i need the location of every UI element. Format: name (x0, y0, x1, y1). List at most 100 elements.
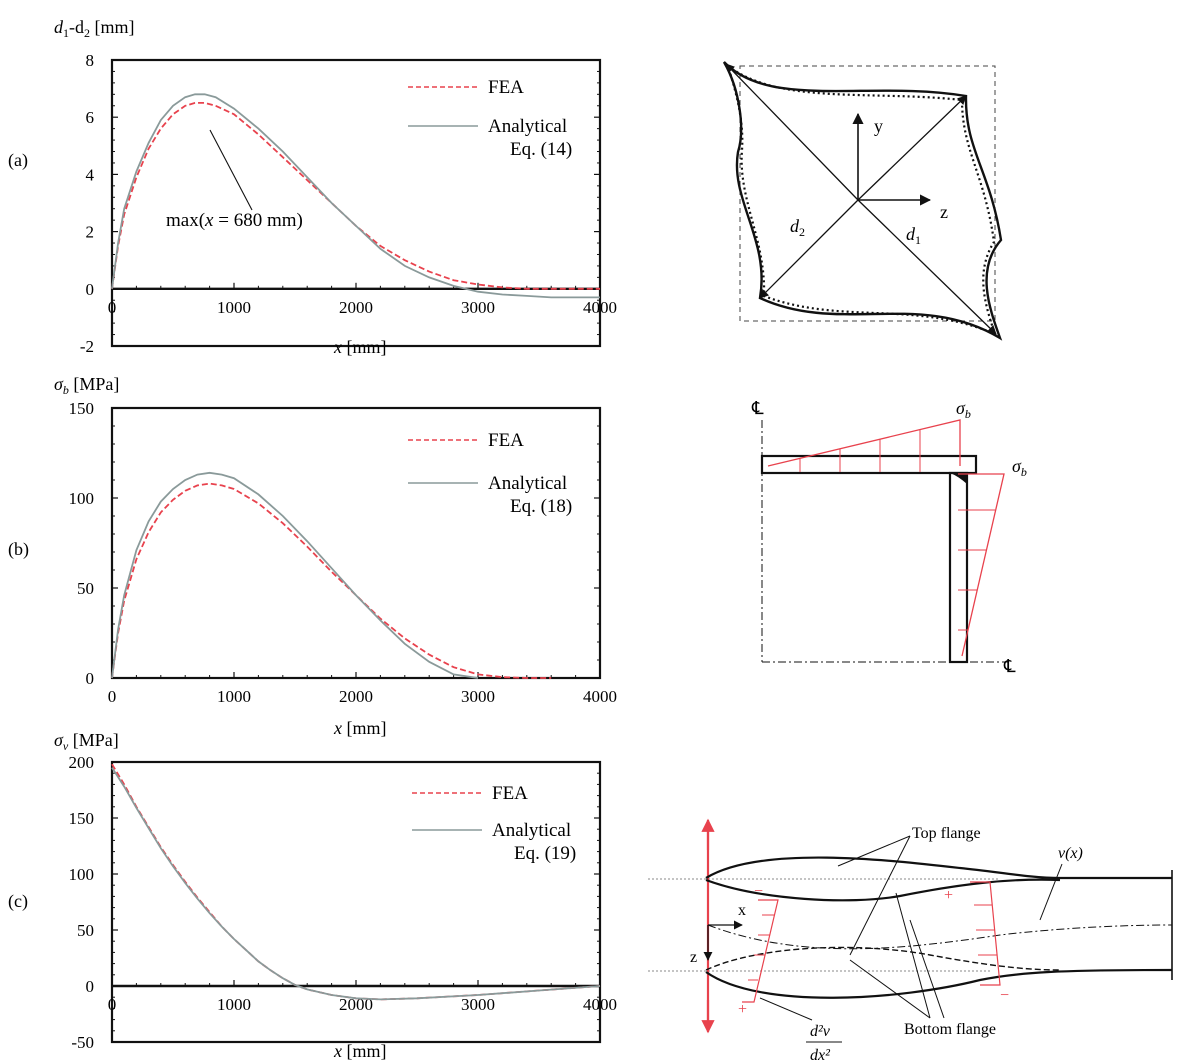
top-flange-upper (705, 856, 1172, 880)
x-tick-label: 3000 (461, 298, 495, 317)
axis-y-label: y (874, 116, 883, 136)
x-tick-label: 4000 (583, 687, 617, 706)
chart-panel-a: 0 1000 2000 3000 4000 -2 0 2 4 6 8 (80, 51, 617, 356)
y-tick-label: 100 (69, 865, 95, 884)
legend-fea-label-a: FEA (488, 77, 524, 98)
xlabel-c: x [mm] (333, 1041, 387, 1061)
top-flange-lower (705, 878, 1061, 902)
legend-eq-label-c: Eq. (19) (514, 843, 576, 864)
x-tick-label: 4000 (583, 995, 617, 1014)
legend-analytical-label-c: Analytical (492, 820, 571, 841)
plot-frame (110, 760, 602, 1044)
x-tick-label: 1000 (217, 298, 251, 317)
leader-top-1 (837, 835, 911, 867)
y-tick-label: 200 (69, 753, 95, 772)
ylabel-c: σv [MPa] (54, 730, 119, 753)
vx-curve (707, 924, 1173, 950)
plus-sign-right: + (944, 887, 953, 904)
d1-label: d1 (906, 224, 921, 247)
x-tick-label: 0 (108, 298, 117, 317)
diag-z-label: z (690, 949, 697, 966)
y-tick-label: 8 (86, 51, 95, 70)
y-tick-label: -2 (80, 337, 94, 356)
legend-a: FEA Analytical Eq. (14) (408, 77, 572, 160)
deformed-outline (722, 61, 1003, 341)
minus-sign-left: − (754, 883, 763, 900)
x-tick-label: 2000 (339, 298, 373, 317)
d2v-label: d²v (810, 1023, 831, 1040)
centerline-symbol-right: ℄ (1003, 656, 1016, 676)
y-tick-label: 4 (86, 165, 95, 184)
centerline-symbol-top: ℄ (751, 398, 764, 418)
leader-bottom-1 (849, 959, 931, 1019)
sigma-b-side: σb (1012, 456, 1027, 479)
chart-panel-b: 0 1000 2000 3000 4000 0 50 100 150 (69, 399, 618, 706)
legend-fea-label-c: FEA (492, 783, 528, 804)
diagonal-d2-upper (857, 95, 967, 201)
max-annotation: max(x = 680 mm) (166, 210, 303, 231)
x-tick-label: 2000 (339, 995, 373, 1014)
series-fea-line (111, 102, 600, 290)
sigma-b-top: σb (956, 398, 971, 421)
leader-bottom-2 (895, 892, 931, 1019)
minus-sign-right: − (1000, 987, 1009, 1004)
leader-d2v (759, 997, 813, 1021)
legend-c: FEA Analytical Eq. (19) (412, 783, 576, 864)
bottom-flange-upper (705, 946, 1061, 971)
plot-frame (110, 58, 602, 348)
x-tick-label: 1000 (217, 687, 251, 706)
diagonal-d2-lower (759, 199, 859, 299)
diagonal-d1-lower (857, 199, 997, 335)
side-plate (948, 471, 969, 664)
series-analytical-line (111, 471, 479, 679)
x-tick-label: 0 (108, 687, 117, 706)
plus-sign-left: + (738, 1001, 747, 1018)
top-flange-label: Top flange (912, 825, 981, 842)
y-tick-label: 0 (86, 977, 95, 996)
d2-label: d2 (790, 216, 805, 239)
y-tick-label: 50 (77, 921, 94, 940)
chart-panel-c: 0 1000 2000 3000 4000 -50 0 50 100 150 200 (69, 753, 618, 1052)
x-tick-label: 3000 (461, 995, 495, 1014)
legend-fea-label-b: FEA (488, 430, 524, 451)
leader-bottom-3 (909, 919, 945, 1019)
legend-analytical-label-b: Analytical (488, 473, 567, 494)
legend-b: FEA Analytical Eq. (18) (408, 430, 572, 517)
y-tick-label: 50 (77, 579, 94, 598)
xlabel-b: x [mm] (333, 718, 387, 738)
stress-triangle-top (767, 419, 961, 467)
y-tick-label: 0 (86, 669, 95, 688)
panel-label-b: (b) (8, 539, 29, 560)
leader-top-2 (849, 835, 911, 956)
x-tick-label: 1000 (217, 995, 251, 1014)
x-tick-label: 0 (108, 995, 117, 1014)
bottom-flange-lower (705, 968, 1173, 999)
stress-triangle-side (958, 473, 1005, 657)
vx-label: v(x) (1058, 845, 1083, 862)
ylabel-b: σb [MPa] (54, 374, 119, 397)
x-tick-label: 3000 (461, 687, 495, 706)
x-tick-label: 2000 (339, 687, 373, 706)
legend-analytical-label-a: Analytical (488, 116, 567, 137)
diagram-c-flanges: x z − + + − Top flange v(x) Bottom flang… (648, 818, 1173, 1064)
y-tick-label: 6 (86, 108, 95, 127)
series-fea-line (111, 482, 552, 679)
panel-label-c: (c) (8, 891, 28, 912)
leader-vx (1039, 863, 1063, 921)
ylabel-a: d1-d2 [mm] (54, 17, 135, 40)
moment-dist-left (742, 899, 779, 1003)
legend-eq-label-b: Eq. (18) (510, 496, 572, 517)
y-tick-label: 0 (86, 280, 95, 299)
diag-x-label: x (738, 902, 746, 919)
y-tick-label: 100 (69, 489, 95, 508)
diagram-a-cross-section: y z d2 d1 (722, 61, 1003, 341)
diagram-b-corner-stress: ℄ ℄ σb σb (751, 398, 1027, 676)
x-tick-label: 4000 (583, 298, 617, 317)
diagonal-d1-upper (725, 63, 859, 201)
y-tick-label: 150 (69, 399, 95, 418)
axis-z-label: z (940, 202, 948, 222)
moment-dist-right (970, 881, 1001, 986)
xlabel-a: x [mm] (333, 337, 387, 357)
plot-frame (110, 406, 602, 680)
